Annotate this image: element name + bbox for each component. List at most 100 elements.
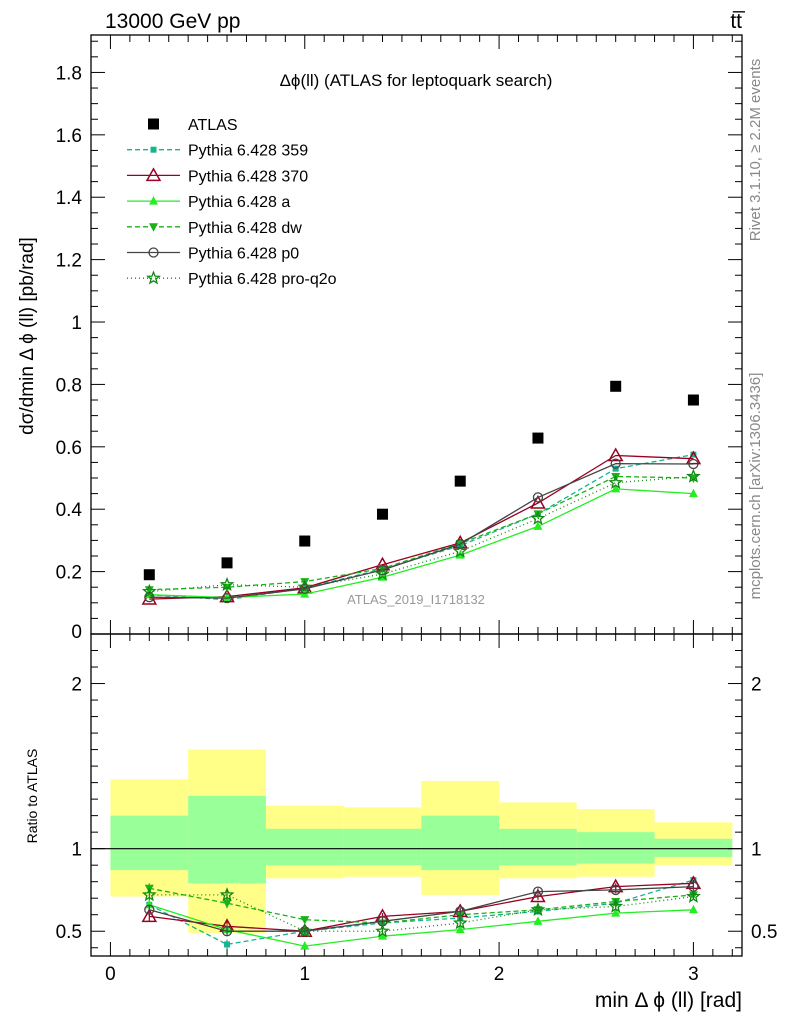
- ratio-y-tick-label: 1: [71, 840, 82, 861]
- main-plot-title: Δϕ(ll) (ATLAS for leptoquark search): [280, 71, 553, 90]
- atlas-data-point: [687, 394, 699, 406]
- series-line-4: [149, 463, 694, 599]
- analysis-watermark: ATLAS_2019_I1718132: [347, 592, 485, 607]
- series-4-point: [688, 458, 699, 470]
- series-line-0: [149, 453, 694, 601]
- ratio-uncertainty-bands: [91, 749, 742, 933]
- ratio-5-point: [686, 888, 701, 903]
- x-axis-label: min Δ ϕ (ll) [rad]: [595, 989, 742, 1012]
- series-4-point: [610, 458, 621, 469]
- series-5-point: [141, 583, 157, 598]
- ratio-4-point: [532, 886, 544, 897]
- ratio-line-0: [149, 879, 694, 946]
- atlas-data-point: [221, 557, 233, 569]
- series-line-3: [149, 475, 694, 591]
- series-1-point: [219, 588, 235, 603]
- ratio-line-4: [149, 885, 694, 932]
- main-y-axis-label: dσ/dmin Δ ϕ (ll) [pb/rad]: [17, 237, 38, 435]
- ratio-band-inner: [499, 828, 577, 866]
- legend-label: Pythia 6.428 p0: [188, 246, 299, 263]
- ratio-band-inner: [110, 815, 189, 871]
- y-tick-label-zero: 0: [71, 622, 82, 643]
- legend-marker: [150, 146, 157, 153]
- series-4-point: [221, 592, 233, 604]
- series-5-point: [608, 474, 624, 489]
- legend-marker: [148, 247, 159, 258]
- main-series-group: [141, 380, 702, 605]
- legend: ATLAS Pythia 6.428 359 Pythia 6.428 370 Pyt…: [127, 117, 337, 288]
- ratio-3-point: [611, 898, 621, 907]
- series-line-5: [149, 475, 694, 593]
- atlas-data-point: [299, 535, 311, 547]
- series-line-2: [149, 488, 694, 599]
- ratio-plot-frame: [90, 633, 743, 957]
- ratio-3-point: [222, 899, 232, 909]
- atlas-data-point: [143, 569, 155, 581]
- x-tick-label: 0: [105, 964, 116, 985]
- ratio-band-inner: [576, 832, 655, 864]
- atlas-data-point: [610, 380, 622, 392]
- ratio-5-point: [452, 915, 468, 930]
- ratio-5-point: [219, 887, 235, 902]
- series-2-point: [688, 488, 698, 498]
- series-1-point: [685, 450, 702, 465]
- legend-label: Pythia 6.428 pro-q2o: [188, 271, 337, 288]
- ratio-1-point: [530, 888, 546, 903]
- ratio-1-point: [141, 908, 158, 923]
- y-tick-label: 1.8: [56, 63, 82, 84]
- ratio-y-tick-label-right: 2: [751, 675, 762, 696]
- main-axis-ticks: 0.2 0.4 0.6 0.8 1 1.2 1.4 1.6 1.8 0: [56, 35, 742, 643]
- ratio-band-inner: [265, 828, 344, 866]
- ratio-4-point: [610, 884, 621, 896]
- series-5-point: [452, 543, 468, 558]
- series-4-point: [377, 564, 388, 576]
- series-3-point: [144, 586, 154, 595]
- ratio-y-tick-label: 0.5: [56, 922, 82, 943]
- series-4-point: [144, 592, 155, 603]
- legend-label: Pythia 6.428 a: [188, 194, 290, 211]
- series-3-point: [533, 510, 543, 519]
- legend-marker: [145, 167, 162, 182]
- header-right-label: tt̅: [730, 10, 746, 33]
- series-0-point: [690, 451, 697, 458]
- x-tick-label: 1: [299, 964, 310, 985]
- legend-label: Pythia 6.428 dw: [188, 220, 302, 237]
- ratio-2-point: [455, 924, 465, 934]
- ratio-y-axis-label: Ratio to ATLAS: [24, 749, 40, 844]
- series-5-point: [219, 576, 235, 591]
- ratio-2-point: [688, 904, 698, 914]
- header-left-label: 13000 GeV pp: [105, 10, 240, 33]
- ratio-5-point: [530, 901, 546, 917]
- series-5-point: [686, 468, 701, 483]
- ratio-2-point: [377, 931, 387, 940]
- y-tick-label: 0.6: [56, 438, 82, 459]
- legend-marker: [149, 223, 158, 232]
- ratio-5-point: [375, 923, 390, 938]
- ratio-band-inner: [421, 815, 500, 871]
- ratio-2-point: [611, 908, 621, 917]
- x-tick-label: 2: [494, 964, 505, 985]
- y-tick-label: 1.4: [56, 188, 83, 209]
- ratio-line-5: [149, 894, 694, 932]
- y-tick-label: 0.2: [56, 563, 82, 584]
- ratio-5-point: [297, 923, 313, 938]
- series-5-point: [530, 510, 546, 525]
- ratio-line-3: [149, 887, 694, 924]
- atlas-data-point: [376, 508, 388, 520]
- y-tick-label: 0.8: [56, 375, 82, 396]
- ratio-4-point: [144, 904, 155, 915]
- series-4-point: [532, 492, 544, 503]
- series-2-point: [222, 592, 232, 601]
- ratio-4-point: [221, 926, 233, 937]
- atlas-data-point: [454, 475, 466, 487]
- ratio-5-point: [141, 887, 157, 902]
- ratio-y-tick-label-right: 0.5: [751, 922, 777, 943]
- series-4-point: [299, 583, 310, 594]
- ratio-2-point: [533, 916, 543, 925]
- rivet-version-label: Rivet 3.1.10, ≥ 2.2M events: [747, 59, 764, 242]
- series-1-point: [141, 591, 158, 605]
- series-5-point: [297, 579, 313, 594]
- legend-marker: [148, 118, 159, 130]
- ratio-3-point: [300, 916, 310, 925]
